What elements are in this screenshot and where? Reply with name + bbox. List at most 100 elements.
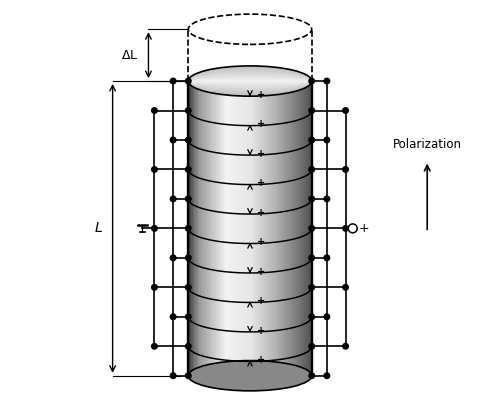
Text: +: + — [257, 90, 266, 100]
Bar — [295, 81, 296, 376]
Text: −: − — [149, 222, 160, 235]
Bar — [274, 81, 276, 376]
Ellipse shape — [188, 75, 312, 87]
Ellipse shape — [188, 77, 312, 85]
Circle shape — [309, 108, 314, 113]
Ellipse shape — [188, 74, 312, 88]
Circle shape — [309, 373, 314, 379]
Bar — [304, 81, 306, 376]
Bar — [232, 81, 233, 376]
Bar — [258, 81, 260, 376]
Bar — [238, 81, 239, 376]
Bar — [276, 81, 278, 376]
Ellipse shape — [188, 80, 312, 82]
Circle shape — [170, 137, 176, 143]
Bar — [248, 81, 250, 376]
Bar — [281, 81, 282, 376]
Bar — [226, 81, 227, 376]
Ellipse shape — [188, 73, 312, 89]
Circle shape — [324, 196, 330, 202]
Bar — [212, 81, 213, 376]
Bar — [262, 81, 264, 376]
Circle shape — [186, 373, 191, 379]
Ellipse shape — [188, 74, 312, 88]
Bar — [228, 81, 230, 376]
Bar — [198, 81, 199, 376]
Bar — [253, 81, 254, 376]
Circle shape — [186, 137, 191, 143]
Bar — [199, 81, 200, 376]
Ellipse shape — [188, 69, 312, 93]
Bar — [266, 81, 267, 376]
Circle shape — [186, 196, 191, 202]
Bar — [290, 81, 292, 376]
Text: +: + — [257, 326, 266, 336]
Ellipse shape — [188, 76, 312, 86]
Circle shape — [152, 108, 157, 113]
Circle shape — [170, 314, 176, 320]
Circle shape — [348, 224, 357, 233]
Bar — [216, 81, 218, 376]
Circle shape — [186, 285, 191, 290]
Ellipse shape — [188, 70, 312, 92]
Ellipse shape — [188, 77, 312, 85]
Ellipse shape — [188, 71, 312, 91]
Bar — [196, 81, 198, 376]
Bar — [273, 81, 274, 376]
Bar — [190, 81, 192, 376]
Text: +: + — [257, 178, 266, 188]
Bar — [268, 81, 270, 376]
Bar — [282, 81, 284, 376]
Ellipse shape — [188, 77, 312, 85]
Ellipse shape — [188, 75, 312, 87]
Bar — [202, 81, 203, 376]
Bar — [278, 81, 280, 376]
Circle shape — [186, 255, 191, 261]
Circle shape — [324, 137, 330, 143]
Bar — [292, 81, 293, 376]
Circle shape — [170, 373, 176, 379]
Circle shape — [324, 78, 330, 84]
Bar — [188, 81, 190, 376]
Bar — [287, 81, 288, 376]
Circle shape — [324, 255, 330, 261]
Text: L: L — [95, 221, 102, 235]
Bar — [267, 81, 268, 376]
Ellipse shape — [188, 67, 312, 95]
Bar — [222, 81, 224, 376]
Bar — [293, 81, 295, 376]
Bar — [264, 81, 266, 376]
Ellipse shape — [188, 70, 312, 92]
Bar — [230, 81, 232, 376]
Circle shape — [324, 314, 330, 320]
Ellipse shape — [188, 360, 312, 391]
Circle shape — [343, 344, 348, 349]
Bar — [233, 81, 234, 376]
Text: +: + — [257, 296, 266, 306]
Circle shape — [309, 344, 314, 349]
Bar — [284, 81, 286, 376]
Bar — [254, 81, 256, 376]
Circle shape — [170, 196, 176, 202]
Ellipse shape — [188, 78, 312, 84]
Bar — [244, 81, 246, 376]
Ellipse shape — [188, 68, 312, 94]
Bar — [194, 81, 196, 376]
Bar — [286, 81, 287, 376]
Circle shape — [309, 226, 314, 231]
Ellipse shape — [188, 69, 312, 93]
Ellipse shape — [188, 79, 312, 83]
Bar — [296, 81, 298, 376]
Bar — [260, 81, 261, 376]
Bar — [218, 81, 219, 376]
Bar — [288, 81, 290, 376]
Bar — [256, 81, 258, 376]
Text: +: + — [359, 222, 370, 235]
Circle shape — [170, 255, 176, 261]
Bar — [270, 81, 272, 376]
Circle shape — [186, 344, 191, 349]
Circle shape — [186, 314, 191, 320]
Circle shape — [309, 78, 314, 84]
Bar — [247, 81, 248, 376]
Bar — [242, 81, 244, 376]
